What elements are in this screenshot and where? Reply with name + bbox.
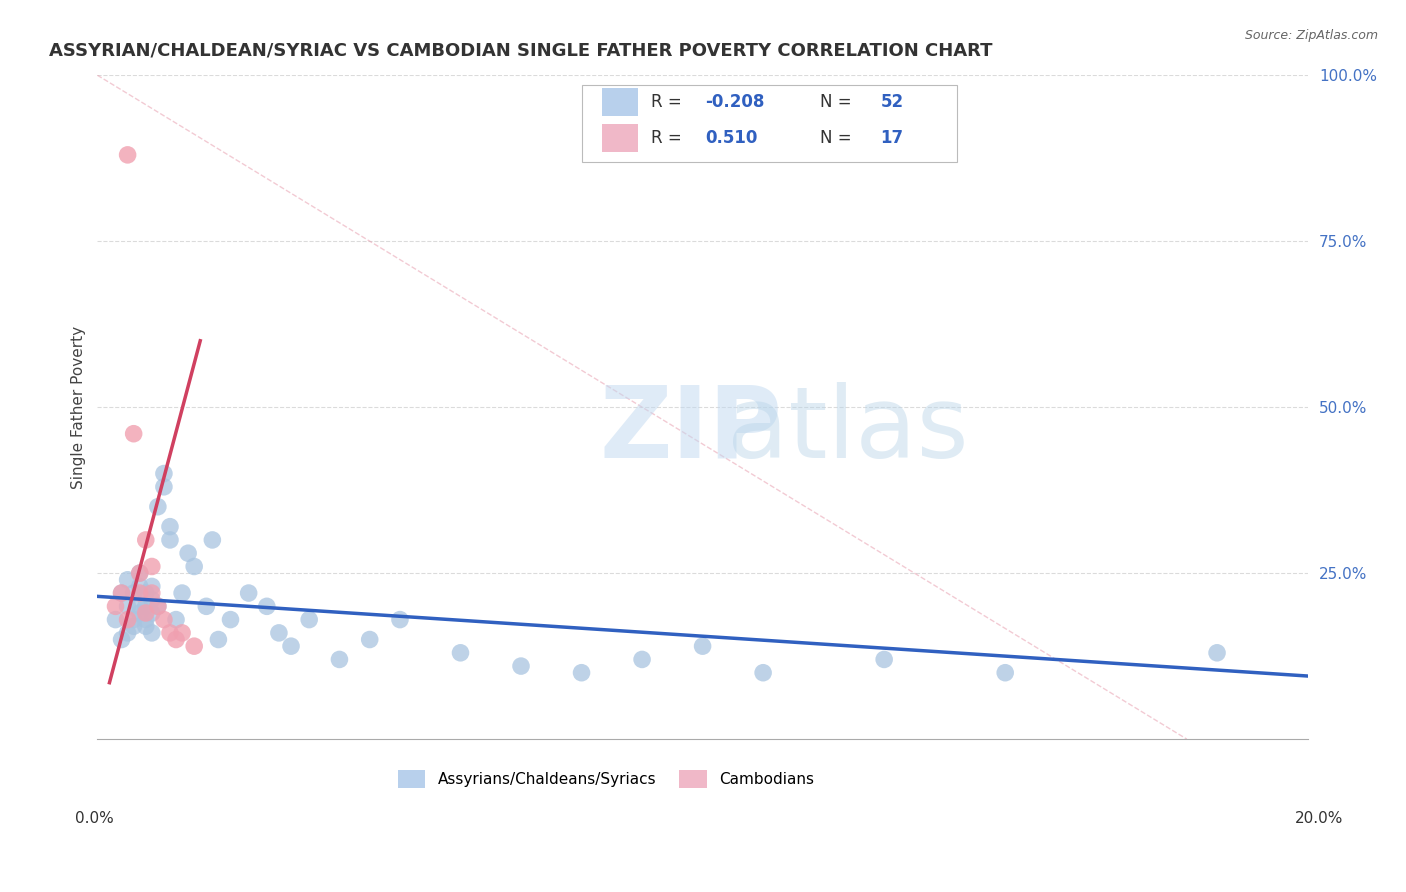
Point [571, 665, 593, 680]
Point [122, 426, 145, 441]
Point [141, 559, 163, 574]
Point [135, 613, 157, 627]
Point [128, 599, 150, 614]
Point [110, 586, 132, 600]
Point [267, 626, 290, 640]
Point [328, 652, 350, 666]
Point [195, 599, 218, 614]
Point [153, 613, 176, 627]
Point [141, 592, 163, 607]
Text: -0.208: -0.208 [704, 93, 765, 112]
Point [1206, 646, 1229, 660]
Point [141, 606, 163, 620]
Text: atlas: atlas [600, 382, 969, 479]
Point [256, 599, 278, 614]
Point [159, 519, 181, 533]
Point [510, 659, 533, 673]
Point [135, 619, 157, 633]
Point [146, 500, 169, 514]
Point [146, 599, 169, 614]
Point [201, 533, 224, 547]
Text: ZIP: ZIP [600, 382, 783, 479]
Point [183, 559, 205, 574]
Point [117, 148, 139, 162]
Point [141, 579, 163, 593]
Bar [602, 88, 638, 116]
Legend: Assyrians/Chaldeans/Syriacs, Cambodians: Assyrians/Chaldeans/Syriacs, Cambodians [392, 764, 820, 795]
Point [165, 613, 187, 627]
Text: R =: R = [651, 129, 686, 147]
Bar [602, 124, 638, 152]
Point [172, 586, 194, 600]
Point [388, 613, 411, 627]
Text: ASSYRIAN/CHALDEAN/SYRIAC VS CAMBODIAN SINGLE FATHER POVERTY CORRELATION CHART: ASSYRIAN/CHALDEAN/SYRIAC VS CAMBODIAN SI… [49, 42, 993, 60]
Point [359, 632, 381, 647]
Point [135, 586, 157, 600]
Point [159, 626, 181, 640]
Point [117, 599, 139, 614]
Point [207, 632, 229, 647]
Point [128, 579, 150, 593]
Point [752, 665, 775, 680]
Text: Source: ZipAtlas.com: Source: ZipAtlas.com [1244, 29, 1378, 42]
FancyBboxPatch shape [582, 85, 957, 161]
Point [153, 467, 176, 481]
Text: 52: 52 [880, 93, 904, 112]
Text: 20.0%: 20.0% [1295, 812, 1343, 826]
Point [135, 606, 157, 620]
Point [135, 599, 157, 614]
Point [219, 613, 242, 627]
Point [280, 639, 302, 653]
Point [117, 626, 139, 640]
Point [117, 573, 139, 587]
Point [128, 586, 150, 600]
Point [122, 613, 145, 627]
Text: 0.510: 0.510 [704, 129, 758, 147]
Point [238, 586, 260, 600]
Text: N =: N = [820, 129, 856, 147]
Point [146, 599, 169, 614]
Point [172, 626, 194, 640]
Text: N =: N = [820, 93, 856, 112]
Point [104, 613, 127, 627]
Point [298, 613, 321, 627]
Point [141, 586, 163, 600]
Point [159, 533, 181, 547]
Point [631, 652, 654, 666]
Point [122, 619, 145, 633]
Y-axis label: Single Father Poverty: Single Father Poverty [72, 326, 86, 489]
Point [128, 566, 150, 581]
Text: 17: 17 [880, 129, 904, 147]
Text: 0.0%: 0.0% [75, 812, 114, 826]
Point [873, 652, 896, 666]
Point [994, 665, 1017, 680]
Point [117, 613, 139, 627]
Point [110, 586, 132, 600]
Point [104, 599, 127, 614]
Point [141, 626, 163, 640]
Text: R =: R = [651, 93, 686, 112]
Point [153, 480, 176, 494]
Point [183, 639, 205, 653]
Point [177, 546, 200, 560]
Point [110, 632, 132, 647]
Point [692, 639, 714, 653]
Point [450, 646, 472, 660]
Point [122, 586, 145, 600]
Point [128, 606, 150, 620]
Point [128, 566, 150, 581]
Point [165, 632, 187, 647]
Point [135, 533, 157, 547]
